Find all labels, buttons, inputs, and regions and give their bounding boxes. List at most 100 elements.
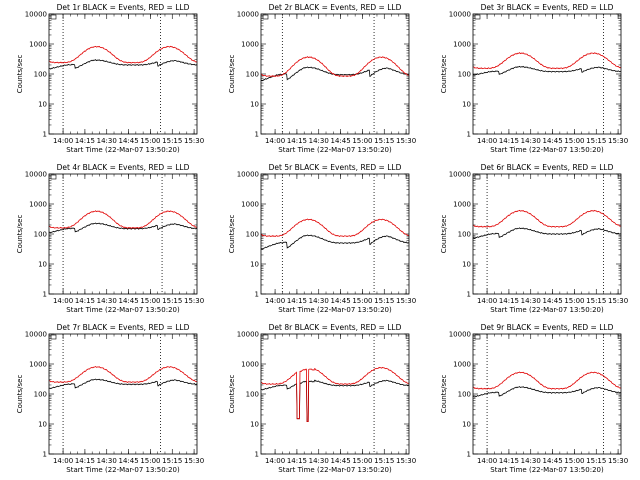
plot-frame — [472, 333, 622, 455]
x-tick-label: 14:30 — [97, 137, 117, 145]
x-tick-label: 14:30 — [521, 297, 541, 305]
y-tick-label: 1 — [255, 451, 259, 459]
chart-panel: Det 1r BLACK = Events, RED = LLD 1 10 100 10… — [16, 3, 204, 154]
x-tick-label: 14:00 — [53, 457, 73, 465]
series-line-lld — [472, 209, 622, 228]
x-tick-label: 14:00 — [53, 297, 73, 305]
series-line-lld — [48, 45, 198, 64]
x-tick-label: 15:30 — [396, 297, 416, 305]
x-tick-label: 15:30 — [396, 137, 416, 145]
x-tick-label: 15:00 — [564, 137, 584, 145]
x-tick-label: 14:45 — [118, 137, 138, 145]
y-tick-label: 1 — [43, 451, 47, 459]
y-axis-label: Counts/sec — [228, 55, 236, 94]
x-tick-label: 15:00 — [564, 457, 584, 465]
x-tick-label: 14:00 — [265, 457, 285, 465]
marker-box — [474, 174, 481, 180]
x-tick-label: 14:30 — [309, 297, 329, 305]
series-line-events — [48, 222, 198, 234]
chart-title: Det 9r BLACK = Events, RED = LLD — [481, 323, 614, 332]
y-tick-label: 10 — [250, 101, 259, 109]
chart-panel: Det 8r BLACK = Events, RED = LLD 1 10 100 10… — [228, 323, 416, 474]
x-tick-label: 14:15 — [75, 137, 95, 145]
chart-title: Det 3r BLACK = Events, RED = LLD — [481, 3, 614, 12]
y-tick-label: 10 — [250, 421, 259, 429]
marker-box — [474, 334, 481, 340]
marker-box — [262, 14, 269, 20]
x-tick-label: 15:30 — [184, 137, 204, 145]
series-line-lld — [260, 218, 410, 238]
y-tick-label: 10 — [462, 261, 471, 269]
y-tick-label: 1 — [467, 451, 471, 459]
chart-panel: Det 7r BLACK = Events, RED = LLD 1 10 100 10… — [16, 323, 204, 474]
x-tick-label: 15:15 — [374, 457, 394, 465]
y-tick-label: 1 — [255, 291, 259, 299]
plot-frame — [472, 173, 622, 295]
series-line-lld — [48, 366, 198, 384]
x-axis-label: Start Time (22-Mar-07 13:50:20) — [278, 146, 392, 154]
y-tick-label: 1000 — [29, 201, 47, 209]
y-axis-label: Counts/sec — [16, 215, 24, 254]
x-tick-label: 14:30 — [521, 457, 541, 465]
x-tick-label: 15:30 — [396, 457, 416, 465]
x-tick-label: 14:45 — [542, 137, 562, 145]
plot-frame — [260, 13, 410, 135]
marker-box — [262, 174, 269, 180]
y-tick-label: 100 — [458, 71, 471, 79]
x-axis-label: Start Time (22-Mar-07 13:50:20) — [66, 146, 180, 154]
chart-title: Det 8r BLACK = Events, RED = LLD — [269, 323, 402, 332]
plot-frame — [48, 333, 198, 455]
y-axis-label: Counts/sec — [440, 375, 448, 414]
y-axis-label: Counts/sec — [228, 215, 236, 254]
series-line-events — [48, 378, 198, 390]
series-line-lld — [260, 56, 410, 78]
marker-box — [50, 334, 57, 340]
x-tick-label: 15:00 — [352, 457, 372, 465]
chart-panel: Det 2r BLACK = Events, RED = LLD 1 10 100 10… — [228, 3, 416, 154]
x-tick-label: 14:30 — [97, 297, 117, 305]
y-tick-label: 100 — [34, 231, 47, 239]
x-tick-label: 14:15 — [499, 137, 519, 145]
x-tick-label: 15:00 — [140, 137, 160, 145]
x-tick-label: 14:00 — [477, 457, 497, 465]
x-axis-label: Start Time (22-Mar-07 13:50:20) — [490, 466, 604, 474]
y-tick-label: 1000 — [241, 41, 259, 49]
y-axis-label: Counts/sec — [16, 375, 24, 414]
x-tick-label: 14:45 — [330, 297, 350, 305]
chart-title: Det 2r BLACK = Events, RED = LLD — [269, 3, 402, 12]
y-tick-label: 10 — [38, 261, 47, 269]
x-tick-label: 14:00 — [265, 297, 285, 305]
y-tick-label: 100 — [458, 231, 471, 239]
y-tick-label: 10 — [38, 421, 47, 429]
y-tick-label: 10000 — [25, 331, 47, 339]
x-tick-label: 15:30 — [608, 457, 628, 465]
y-tick-label: 10000 — [25, 11, 47, 19]
y-tick-label: 100 — [458, 391, 471, 399]
x-tick-label: 14:00 — [477, 297, 497, 305]
series-line-events — [260, 234, 410, 250]
series-line-lld — [48, 210, 198, 229]
y-tick-label: 1000 — [29, 361, 47, 369]
chart-panel: Det 9r BLACK = Events, RED = LLD 1 10 100 10… — [440, 323, 628, 474]
x-tick-label: 15:30 — [608, 297, 628, 305]
marker-box — [474, 14, 481, 20]
plot-frame — [260, 173, 410, 295]
y-tick-label: 10 — [462, 421, 471, 429]
y-tick-label: 1 — [467, 291, 471, 299]
y-tick-label: 1000 — [453, 201, 471, 209]
x-axis-label: Start Time (22-Mar-07 13:50:20) — [490, 146, 604, 154]
x-tick-label: 15:00 — [140, 297, 160, 305]
y-tick-label: 10 — [250, 261, 259, 269]
chart-panel: Det 3r BLACK = Events, RED = LLD 1 10 100 10… — [440, 3, 628, 154]
y-tick-label: 10000 — [449, 331, 471, 339]
x-tick-label: 14:15 — [75, 297, 95, 305]
x-axis-label: Start Time (22-Mar-07 13:50:20) — [278, 306, 392, 314]
y-tick-label: 10 — [38, 101, 47, 109]
chart-title: Det 1r BLACK = Events, RED = LLD — [57, 3, 190, 12]
x-tick-label: 14:15 — [499, 457, 519, 465]
y-tick-label: 100 — [246, 231, 259, 239]
plot-frame — [260, 333, 410, 455]
x-tick-label: 14:15 — [499, 297, 519, 305]
y-tick-label: 100 — [246, 71, 259, 79]
series-line-lld — [472, 371, 622, 390]
